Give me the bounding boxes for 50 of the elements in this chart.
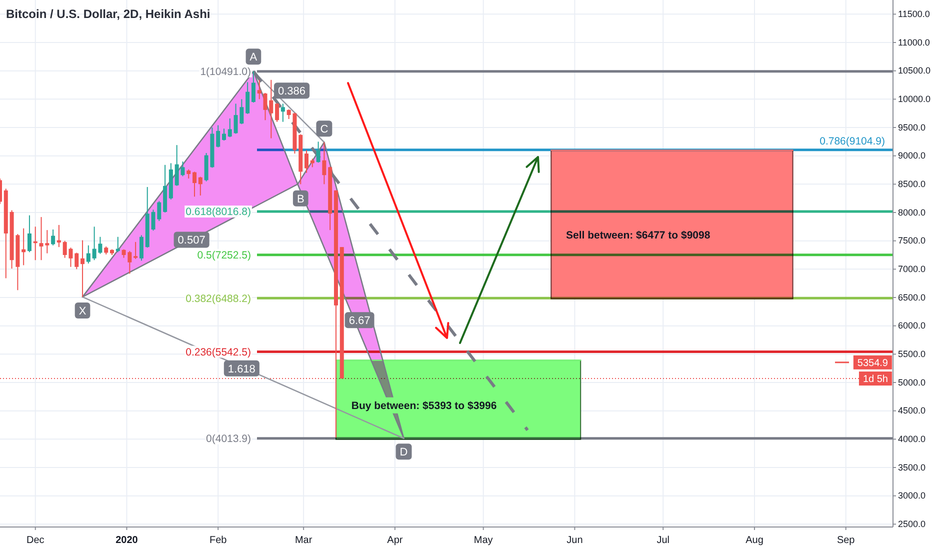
annotation: 1.618 [228,363,256,376]
y-tick-label: 8000.0 [898,207,926,218]
ref-line-label: 0.382(6488.2) [186,292,251,305]
ref-line-label: 0.5(7252.5) [197,250,251,262]
y-tick-label: 9000.0 [898,150,926,161]
annotation: Buy between: $5393 to $3996 [351,400,497,412]
y-tick-label: 3000.0 [898,490,926,501]
y-tick-label: 4500.0 [898,406,926,416]
ref-line-label: 1d 5h [862,374,888,386]
y-tick-label: 11000.0 [898,37,930,48]
annotation: 0.507 [178,234,206,247]
ref-line-label: 0.236(5542.5) [186,346,251,358]
y-tick-label: 5500.0 [898,349,926,360]
annotation: X [78,305,87,318]
ref-line-label: 1(10491.0) [200,66,251,78]
y-tick-label: 7500.0 [898,236,926,246]
y-tick-label: 10500.0 [898,66,931,76]
annotation: 6.67 [348,315,370,328]
annotation: C [320,124,328,136]
text: Bitcoin / U.S. Dollar, 2D, Heikin Ashi [6,7,210,21]
ref-line-label: 0.786(9104.9) [820,136,885,148]
ref-line-label: 5354.9 [857,358,888,369]
x-tick-label: 2020 [116,535,138,546]
annotation: Sell between: $6477 to $9098 [566,230,710,242]
annotation: 0.386 [278,86,306,98]
x-tick-label: Sep [836,535,856,546]
y-tick-label: 9500.0 [898,122,926,132]
y-tick-label: 8500.0 [898,179,926,190]
x-tick-label: Jun [566,535,583,546]
y-tick-label: 4000.0 [898,434,926,444]
annotation: B [296,193,304,206]
ref-line-label: 0(4013.9) [206,433,251,446]
y-tick-label: 7000.0 [898,264,926,274]
x-tick-label: Aug [746,535,764,546]
annotation: D [400,446,408,459]
y-tick-label: 6000.0 [898,320,926,331]
y-tick-label: 3500.0 [898,462,926,472]
y-tick-label: 5000.0 [898,377,926,388]
x-tick-label: Jul [656,535,670,546]
ref-line-label: 0.618(8016.8) [186,206,251,218]
y-tick-label: 2500.0 [898,519,926,530]
y-tick-label: 11500.0 [898,9,930,20]
x-tick-label: Feb [209,535,228,546]
x-tick-label: Apr [387,535,404,546]
annotation: A [250,52,258,64]
y-tick-label: 10000.0 [898,94,931,104]
x-tick-label: Mar [294,535,313,546]
y-tick-label: 6500.0 [898,292,926,302]
x-tick-label: May [474,535,493,546]
x-tick-label: Dec [26,535,44,546]
